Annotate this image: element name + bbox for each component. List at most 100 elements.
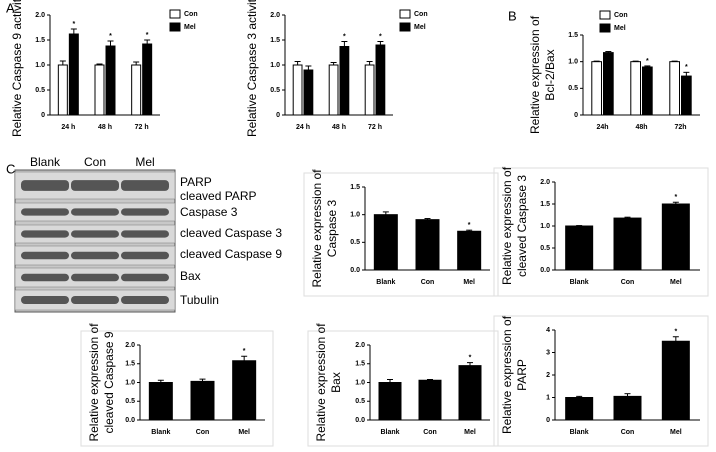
bar: [591, 61, 602, 116]
x-tick-label: 72 h: [368, 124, 382, 131]
lane-label: Mel: [135, 155, 154, 169]
y-axis-title: Relative expression of: [87, 323, 101, 442]
y-axis-title: Relative Caspase 3 activity: [245, 0, 259, 137]
panel-label: B: [508, 8, 517, 23]
bar: [57, 64, 68, 116]
error-bar: [241, 355, 248, 361]
bar: [418, 379, 442, 421]
significance-mark: *: [646, 58, 649, 65]
y-tick-label: 0.0: [355, 417, 365, 424]
bar: [642, 66, 653, 116]
x-tick-label: 48 h: [332, 124, 346, 131]
error-bar: [107, 40, 114, 46]
band: [21, 296, 69, 304]
bar: [68, 33, 79, 116]
bar: [190, 380, 215, 421]
y-axis-title: Relative expression of: [314, 323, 328, 442]
error-bar: [683, 71, 690, 77]
legend-label: Mel: [414, 24, 426, 31]
significance-mark: *: [674, 329, 677, 336]
legend-swatch: [599, 23, 611, 33]
panel-label: C: [6, 161, 15, 176]
x-tick-label: Mel: [238, 429, 250, 436]
error-bar: [377, 41, 384, 45]
y-tick-label: 1.0: [350, 212, 360, 219]
panel-label: A: [6, 0, 15, 15]
legend-label: Mel: [184, 24, 196, 31]
x-tick-label: Con: [621, 429, 635, 436]
band-label: PARP: [180, 175, 212, 189]
x-tick-label: 24 h: [61, 124, 75, 131]
band: [71, 208, 119, 216]
significance-mark: *: [468, 222, 471, 229]
y-tick-label: 1.5: [125, 361, 135, 368]
y-axis-title: Caspase 3: [325, 199, 339, 257]
x-tick-label: Blank: [570, 429, 589, 436]
band: [71, 230, 119, 238]
x-tick-label: Mel: [670, 279, 682, 286]
y-tick-label: 1.5: [568, 32, 578, 39]
x-tick-label: Con: [421, 279, 435, 286]
bar: [613, 217, 642, 271]
bar: [94, 64, 105, 116]
y-axis-title: Bax: [329, 372, 343, 393]
band: [71, 251, 119, 260]
bar: [565, 397, 594, 421]
x-tick-label: 48h: [635, 124, 647, 131]
band: [121, 296, 169, 304]
band: [121, 208, 169, 216]
y-axis-title: Relative expression of: [500, 166, 514, 285]
bar: [565, 225, 594, 271]
y-tick-label: 0.5: [125, 398, 135, 405]
lane-label: Con: [84, 155, 106, 169]
y-tick-label: 0: [574, 112, 578, 119]
band: [21, 230, 69, 238]
significance-mark: *: [674, 194, 677, 201]
y-tick-label: 0: [546, 417, 550, 424]
x-tick-label: Blank: [376, 279, 395, 286]
x-tick-label: 24h: [596, 124, 608, 131]
panel-frame: [307, 330, 499, 447]
y-tick-label: 1.0: [568, 59, 578, 66]
x-tick-label: 48 h: [98, 124, 112, 131]
bar: [105, 45, 116, 116]
x-tick-label: Mel: [463, 279, 475, 286]
panel-frame: [493, 167, 709, 297]
band: [21, 208, 69, 216]
error-bar: [672, 336, 679, 342]
band: [71, 296, 119, 304]
y-axis-title: Relative expression of: [528, 15, 542, 134]
y-tick-label: 1: [546, 394, 550, 401]
bar: [232, 360, 257, 421]
error-bar: [341, 41, 348, 47]
y-tick-label: 1.5: [355, 361, 365, 368]
legend-label: Con: [184, 11, 198, 18]
significance-mark: *: [72, 21, 75, 28]
bar: [148, 382, 173, 421]
bar: [681, 75, 692, 116]
bar: [364, 64, 375, 116]
x-tick-label: Blank: [151, 429, 170, 436]
error-bar: [294, 61, 301, 65]
bar: [661, 203, 690, 271]
band: [21, 251, 69, 260]
y-tick-label: 4: [546, 327, 550, 334]
x-tick-label: Con: [196, 429, 210, 436]
panel-frame: [80, 330, 274, 447]
y-tick-label: 1.5: [350, 184, 360, 191]
y-axis-title: cleaved Caspase 9: [102, 331, 116, 433]
error-bar: [144, 39, 151, 44]
bar: [669, 61, 680, 116]
x-tick-label: Con: [423, 429, 437, 436]
band-label: cleaved Caspase 9: [180, 247, 282, 261]
y-tick-label: 0.0: [125, 417, 135, 424]
error-bar: [366, 61, 373, 65]
y-axis-title: Relative expression of: [310, 169, 324, 288]
band: [121, 273, 169, 282]
y-tick-label: 0.0: [350, 267, 360, 274]
band: [121, 230, 169, 238]
band: [71, 180, 119, 191]
band: [121, 180, 169, 191]
band-label: cleaved Caspase 3: [180, 226, 282, 240]
y-tick-label: 1.0: [355, 379, 365, 386]
